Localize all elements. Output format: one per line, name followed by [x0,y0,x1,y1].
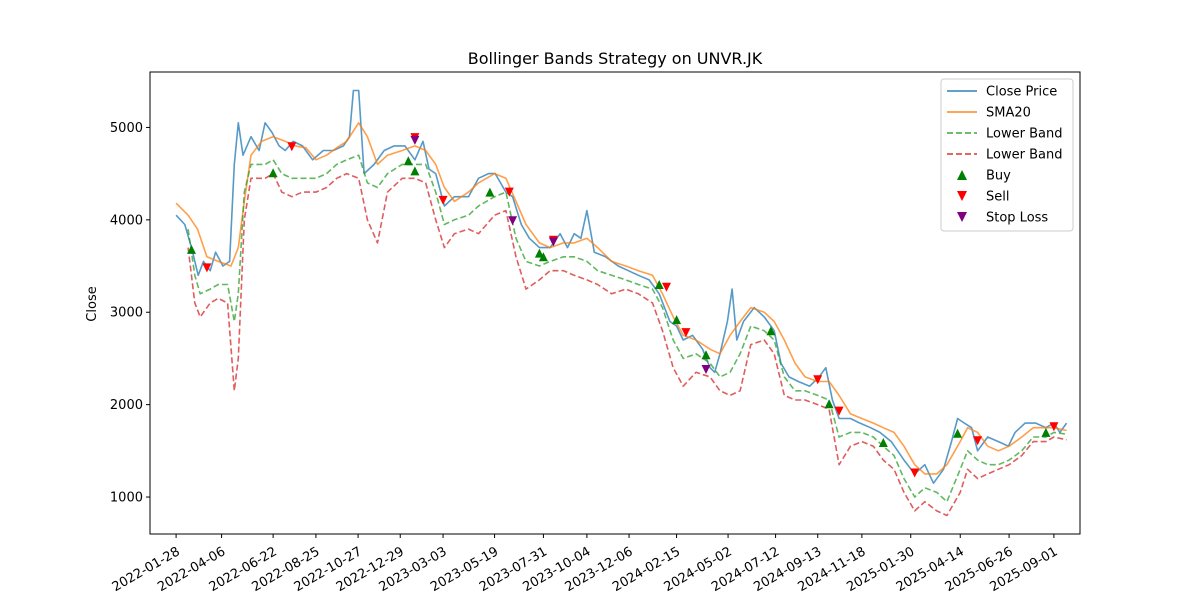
sma20-line [175,122,1067,475]
buy-marker [534,248,544,258]
sell-marker [438,195,448,205]
legend-sell-swatch [957,191,967,201]
buy-marker [701,350,711,360]
buy-marker [485,187,495,197]
y-tick-label: 1000 [110,491,143,506]
y-tick-label: 2000 [110,398,143,413]
sell-marker [504,187,514,197]
legend-close-price-label: Close Price [986,85,1057,100]
lower-band-green-line [187,154,1067,503]
sell-marker [910,468,920,478]
buy-marker [410,166,420,176]
buy-marker [1041,427,1051,437]
buy-marker [268,168,278,178]
sell-marker [813,375,823,385]
sell-marker [681,328,691,338]
sell-marker [834,406,844,416]
buy-marker [538,252,548,262]
chart-title: Bollinger Bands Strategy on UNVR.JK [468,49,763,68]
buy-marker [672,315,682,325]
legend-stop-loss-label: Stop Loss [986,211,1048,226]
buy-marker [824,399,834,409]
sell-marker [287,142,297,152]
legend-buy-label: Buy [986,169,1011,184]
sell-marker [202,263,212,273]
y-tick-label: 5000 [110,121,143,136]
legend-stop-loss-swatch [957,212,967,222]
legend-lower-band-red-label: Lower Band [986,148,1062,163]
buy-marker [878,438,888,447]
lower-band-red-line [187,172,1067,517]
y-tick-label: 3000 [110,306,143,321]
buy-marker [953,428,963,438]
signal-markers [187,133,1059,478]
stop-loss-marker [701,365,711,374]
stop-loss-marker [548,237,558,247]
buy-marker [654,280,664,289]
buy-marker [403,156,413,166]
legend-buy-swatch [957,170,967,180]
buy-marker [766,326,776,336]
buy-marker [187,244,196,254]
legend-box [940,78,1074,232]
plot-frame [149,71,1081,535]
stop-loss-marker [508,216,518,226]
sell-marker [1049,422,1059,432]
legend-sma20-label: SMA20 [986,106,1031,121]
legend-sell-label: Sell [986,190,1009,205]
y-axis-label: Close [85,286,100,321]
legend-items: Close Price SMA20 Lower Band Lower Band Buy S… [947,85,1062,226]
sell-marker [662,282,671,292]
legend-lower-band-green-label: Lower Band [986,127,1062,142]
y-axis: 1000 2000 3000 4000 5000 [110,121,150,506]
stop-loss-marker [410,135,420,145]
legend: Close Price SMA20 Lower Band Lower Band Buy S… [940,78,1074,232]
sell-marker [973,436,983,446]
y-tick-label: 4000 [110,213,143,228]
plot-area [175,89,1068,517]
